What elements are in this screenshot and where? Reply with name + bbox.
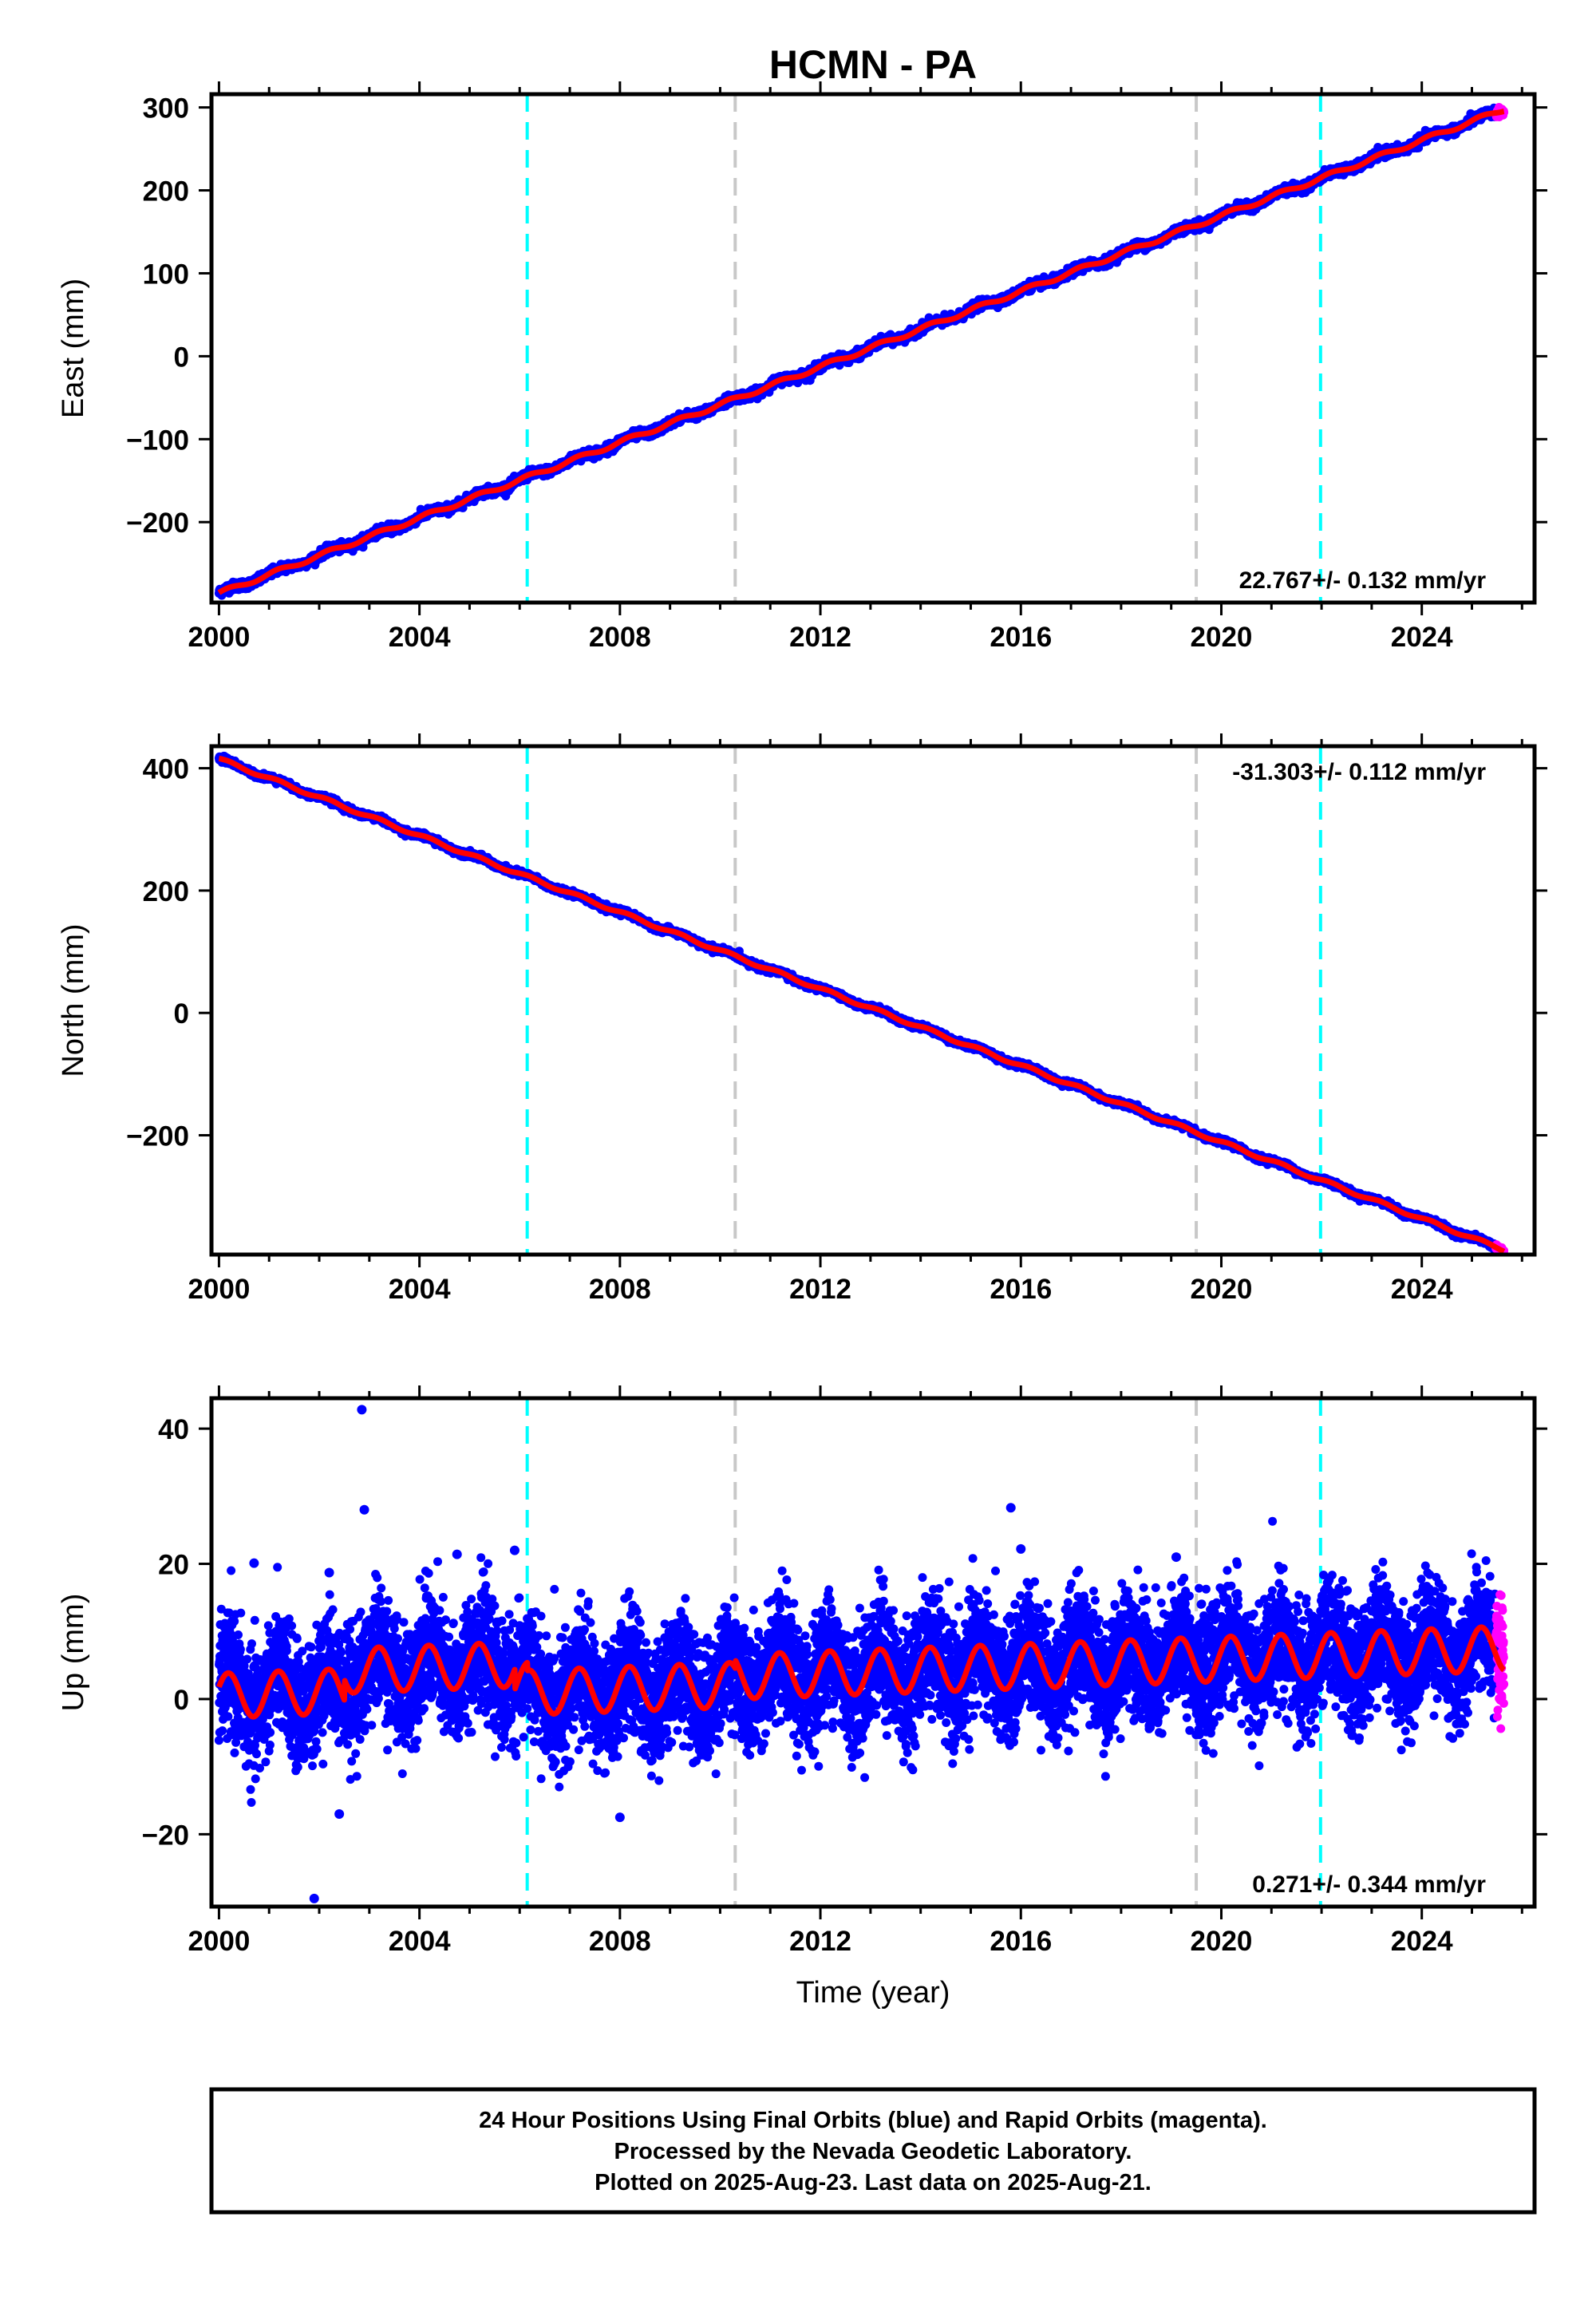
- east-plot-area: [214, 94, 1509, 603]
- east-x-tick-label: 2024: [1391, 622, 1453, 653]
- east-x-tick-label: 2012: [789, 622, 851, 653]
- east-y-tick-label: 0: [174, 342, 189, 373]
- north-plot-area: [214, 746, 1509, 1255]
- east-rate-label: 22.767+/- 0.132 mm/yr: [1239, 567, 1487, 594]
- east-panel: 2000 2004 2008 2012 2016 2020 2024 −200 −100 0 100…: [57, 81, 1547, 653]
- east-x-tick-label: 2020: [1191, 622, 1253, 653]
- east-x-tick-label: 2016: [990, 622, 1052, 653]
- east-y-tick-label: −100: [126, 425, 189, 456]
- east-x-tick-label: 2000: [188, 622, 250, 653]
- east-y-axis-label: East (mm): [57, 279, 90, 418]
- east-x-tick-label: 2008: [589, 622, 651, 653]
- east-y-tick-label: 200: [143, 176, 189, 207]
- east-y-tick-label: 100: [143, 259, 189, 290]
- east-y-tick-label: −200: [126, 508, 189, 539]
- east-y-tick-label: 300: [143, 93, 189, 124]
- north-panel: 2000 2004 2008 2012 2016 2020 2024−2000200400N…: [57, 733, 1547, 1305]
- east-fit-line: [216, 109, 1507, 595]
- east-x-tick-label: 2004: [389, 622, 451, 653]
- chart-title: HCMN - PA: [769, 42, 977, 87]
